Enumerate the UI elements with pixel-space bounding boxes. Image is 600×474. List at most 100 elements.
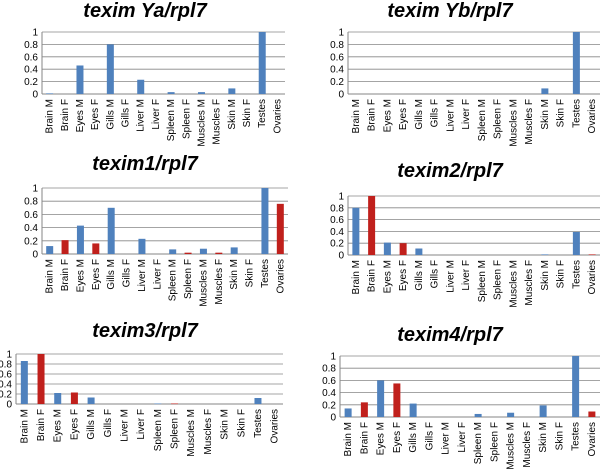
y-tick-label: 0.2 [322,400,336,411]
x-tick-label: Liver F [461,260,472,291]
bar [107,207,115,254]
x-tick-label: Brain F [367,260,378,292]
x-tick-label: Gills F [430,99,441,127]
bar [106,44,114,94]
y-tick-label: 0 [6,400,12,411]
x-tick-label: Muscles M [508,99,519,147]
x-tick-label: Brain F [367,99,378,131]
y-tick-label: 0.4 [24,65,38,76]
y-tick-label: 0.8 [322,364,336,375]
bar [541,254,549,256]
x-tick-label: Testes [571,99,582,128]
x-tick-label: Skin F [242,99,253,127]
x-tick-label: Liver M [441,422,452,455]
x-tick-label: Spleen M [168,259,179,301]
x-tick-label: Muscles F [522,422,533,468]
x-tick-label: Gills F [122,259,133,287]
y-tick-label: 0 [32,250,38,261]
chart-panel-texim3: texim3/rpl7 0 0.2 0.4 0.6 0.8 1 Brain M Brain F… [0,318,290,474]
x-tick-label: Eyes M [75,99,86,132]
x-tick-label: Testes [253,409,264,438]
x-tick-label: Eyes M [382,99,393,132]
y-tick-label: 0.2 [330,77,344,88]
chart-title: texim Yb/rpl7 [387,0,513,22]
bar [92,243,100,254]
bar [383,242,391,255]
y-tick-label: 1 [338,192,344,203]
x-tick-label: Gills F [121,99,132,127]
x-tick-label: Muscles M [196,99,207,147]
y-tick-label: 0.2 [0,390,12,401]
x-tick-label: Liver M [136,99,147,132]
bar [76,65,84,94]
chart-title: texim1/rpl7 [92,153,198,175]
x-tick-label: Liver M [445,99,456,132]
x-tick-label: Spleen F [183,259,194,299]
x-tick-label: Gills F [103,409,114,437]
x-tick-label: Muscles F [524,99,535,145]
x-tick-label: Gills F [424,422,435,450]
bar [46,93,54,94]
x-tick-label: Muscles M [186,409,197,457]
x-tick-label: Spleen M [477,260,488,302]
x-tick-label: Eyes F [69,409,80,440]
x-tick-label: Skin M [227,99,238,130]
bar [137,79,145,94]
x-tick-label: Testes [257,99,268,128]
x-tick-label: Muscles F [212,99,223,145]
x-tick-label: Muscles F [214,259,225,305]
bar [154,403,162,405]
x-tick-label: Brain M [19,409,30,443]
bar [76,225,84,254]
x-tick-label: Liver F [151,99,162,130]
bar [20,361,28,404]
x-tick-label: Liver F [457,422,468,453]
x-tick-label: Muscles F [524,260,535,306]
x-tick-label: Brain F [36,409,47,441]
x-tick-label: Brain M [45,259,56,293]
y-tick-label: 0.4 [330,65,344,76]
y-tick-label: 1 [6,350,12,361]
y-tick-label: 1 [32,28,38,39]
x-tick-label: Brain M [351,99,362,133]
x-tick-label: Skin F [245,259,256,287]
y-tick-label: 0 [32,90,38,101]
y-tick-label: 1 [32,184,38,195]
x-tick-label: Testes [260,259,271,288]
x-tick-label: Ovaries [587,260,598,294]
x-tick-label: Skin F [556,260,567,288]
bar [138,238,146,254]
y-tick-label: 0.8 [0,360,12,371]
bar [474,413,482,417]
bar [61,240,69,254]
x-tick-label: Gills M [414,99,425,130]
chart-panel-texim-yb: texim Yb/rpl7 0 0.2 0.4 0.6 0.8 1 Brain M Brain… [300,0,600,160]
bar [230,247,238,254]
bar [199,248,207,254]
y-tick-label: 0.6 [24,52,38,63]
bar [167,92,175,94]
x-tick-label: Liver M [445,260,456,293]
bar [344,408,352,417]
x-tick-label: Muscles M [508,260,519,308]
x-tick-label: Liver F [152,259,163,290]
bar [37,354,45,404]
y-tick-label: 0.6 [330,215,344,226]
bar [409,403,417,417]
x-tick-label: Brain M [343,422,354,456]
x-tick-label: Muscles M [506,422,517,470]
x-tick-label: Eyes F [392,422,403,453]
y-tick-label: 0 [338,90,344,101]
x-tick-label: Skin F [556,99,567,127]
y-tick-label: 0.2 [24,77,38,88]
chart-panel-texim-ya: texim Ya/rpl7 0 0.2 0.4 0.6 0.8 1 Brain M Brain… [0,0,290,160]
y-tick-label: 0.6 [322,376,336,387]
x-tick-label: Skin M [540,99,551,130]
x-tick-label: Eyes M [376,422,387,455]
chart-panel-texim2: texim2/rpl7 0 0.2 0.4 0.6 0.8 1 Brain M Brain F… [300,160,600,320]
chart-panel-texim4: texim4/rpl7 0 0.2 0.4 0.6 0.8 1 Brain M Brain F… [300,318,600,474]
bar [399,243,407,255]
x-tick-label: Brain M [45,99,56,133]
